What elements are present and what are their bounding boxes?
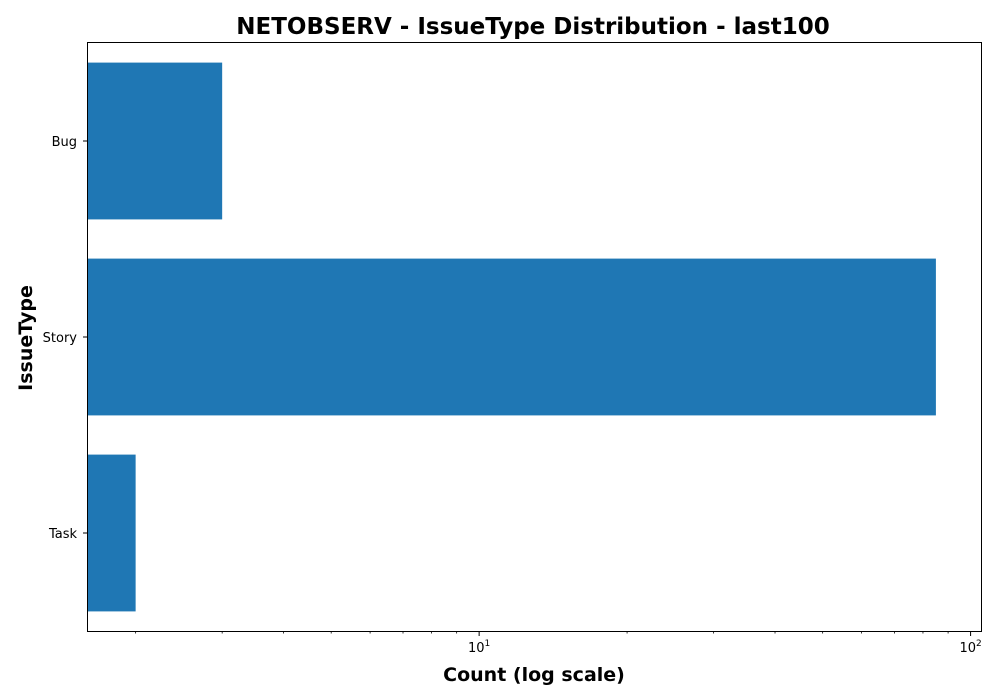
x-tick-label: 101	[468, 639, 490, 656]
y-tick-label-bug: Bug	[52, 135, 77, 150]
x-tick-label: 102	[959, 639, 981, 656]
y-tick-label-story: Story	[43, 331, 78, 346]
bar-task	[88, 454, 136, 612]
x-axis-label: Count (log scale)	[443, 664, 625, 686]
y-tick-label-task: Task	[48, 527, 78, 542]
y-axis-label: IssueType	[15, 285, 37, 391]
plot-frame	[87, 42, 982, 632]
bars-group	[88, 62, 936, 612]
bar-bug	[88, 62, 223, 220]
chart-title: NETOBSERV - IssueType Distribution - las…	[236, 14, 829, 40]
bar-story	[88, 258, 936, 416]
y-ticks-group: Bug Story Task	[43, 135, 88, 542]
x-ticks-group: 101 102	[135, 631, 982, 656]
